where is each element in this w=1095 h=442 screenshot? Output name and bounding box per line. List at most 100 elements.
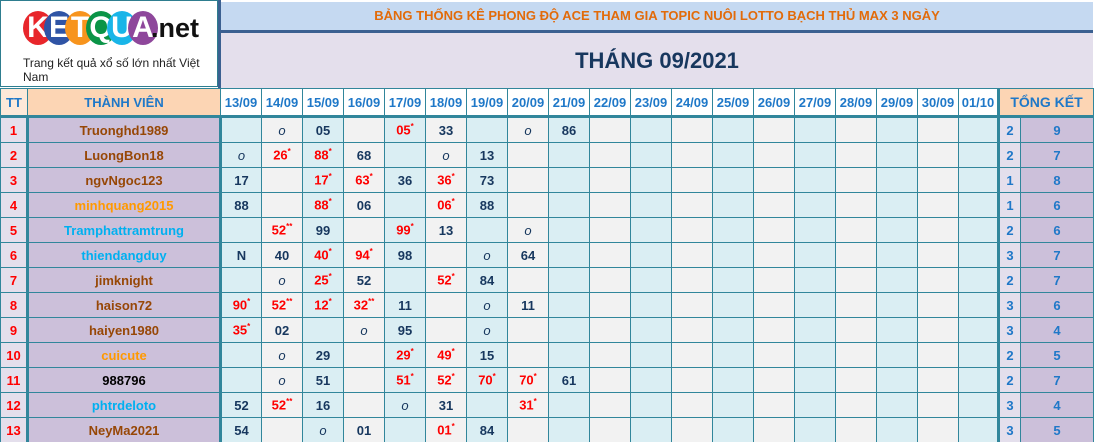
total-score: 8 xyxy=(1020,167,1094,193)
result-cell xyxy=(712,292,754,318)
result-cell: 40 xyxy=(261,242,303,268)
result-cell xyxy=(671,367,713,393)
result-cell: 99* xyxy=(384,217,426,243)
result-cell xyxy=(958,317,999,343)
header-date: 21/09 xyxy=(548,88,590,118)
result-cell xyxy=(712,267,754,293)
member-name[interactable]: jimknight xyxy=(26,267,222,293)
table-row: 9 haiyen1980 35* 02 o 95 o 3 4 xyxy=(0,317,1094,343)
member-name[interactable]: ngvNgoc123 xyxy=(26,167,222,193)
result-cell xyxy=(343,367,385,393)
result-cell: 31 xyxy=(425,392,467,418)
member-name[interactable]: NeyMa2021 xyxy=(26,417,222,442)
result-cell xyxy=(876,317,918,343)
result-cell xyxy=(958,342,999,368)
header-date: 27/09 xyxy=(794,88,836,118)
result-cell xyxy=(589,242,631,268)
header-date: 17/09 xyxy=(384,88,426,118)
result-cell xyxy=(876,392,918,418)
result-cell xyxy=(958,417,999,442)
result-cell xyxy=(753,192,795,218)
member-name[interactable]: haison72 xyxy=(26,292,222,318)
result-cell: 61 xyxy=(548,367,590,393)
header-date: 24/09 xyxy=(671,88,713,118)
member-name[interactable]: Truonghd1989 xyxy=(26,116,222,143)
result-cell xyxy=(630,217,672,243)
member-name[interactable]: Tramphattramtrung xyxy=(26,217,222,243)
result-cell: o xyxy=(220,142,262,168)
result-cell: 26* xyxy=(261,142,303,168)
header-date: 13/09 xyxy=(220,88,262,118)
result-cell: 99 xyxy=(302,217,344,243)
member-name[interactable]: LuongBon18 xyxy=(26,142,222,168)
result-cell: 70* xyxy=(466,367,508,393)
total-hits: 1 xyxy=(997,192,1021,218)
result-cell xyxy=(671,292,713,318)
result-cell xyxy=(876,242,918,268)
row-number: 10 xyxy=(0,342,28,368)
result-cell xyxy=(507,167,549,193)
result-cell: 25* xyxy=(302,267,344,293)
result-cell: 95 xyxy=(384,317,426,343)
total-hits: 2 xyxy=(997,142,1021,168)
header-date: 28/09 xyxy=(835,88,877,118)
result-cell: 88 xyxy=(466,192,508,218)
result-cell xyxy=(507,142,549,168)
result-cell: 06* xyxy=(425,192,467,218)
member-name[interactable]: phtrdeloto xyxy=(26,392,222,418)
result-cell xyxy=(630,192,672,218)
result-cell: 94* xyxy=(343,242,385,268)
row-number: 4 xyxy=(0,192,28,218)
result-cell xyxy=(220,342,262,368)
result-cell xyxy=(507,192,549,218)
result-cell xyxy=(671,417,713,442)
result-cell xyxy=(917,317,959,343)
result-cell xyxy=(835,317,877,343)
result-cell xyxy=(548,292,590,318)
result-cell xyxy=(835,267,877,293)
result-cell xyxy=(507,417,549,442)
result-cell xyxy=(794,292,836,318)
result-cell xyxy=(917,142,959,168)
result-cell: 36 xyxy=(384,167,426,193)
result-cell xyxy=(630,116,672,143)
result-cell: 73 xyxy=(466,167,508,193)
result-cell: 17* xyxy=(302,167,344,193)
result-cell xyxy=(794,192,836,218)
result-cell: o xyxy=(384,392,426,418)
result-cell: 52* xyxy=(425,267,467,293)
logo-suffix: .net xyxy=(151,13,200,43)
result-cell: 05* xyxy=(384,116,426,143)
result-cell: 29* xyxy=(384,342,426,368)
result-cell xyxy=(794,217,836,243)
result-cell: o xyxy=(302,417,344,442)
result-cell xyxy=(958,392,999,418)
result-cell xyxy=(589,367,631,393)
result-cell: 29 xyxy=(302,342,344,368)
result-cell xyxy=(343,217,385,243)
result-cell xyxy=(835,342,877,368)
result-cell xyxy=(671,392,713,418)
member-name[interactable]: cuicute xyxy=(26,342,222,368)
member-name[interactable]: 988796 xyxy=(26,367,222,393)
table-row: 3 ngvNgoc123 17 17* 63* 36 36* 73 1 8 xyxy=(0,167,1094,193)
result-cell: 52** xyxy=(261,217,303,243)
result-cell xyxy=(630,167,672,193)
table-row: 7 jimknight o 25* 52 52* 84 2 7 xyxy=(0,267,1094,293)
result-cell xyxy=(589,292,631,318)
member-name[interactable]: thiendangduy xyxy=(26,242,222,268)
member-name[interactable]: minhquang2015 xyxy=(26,192,222,218)
result-cell xyxy=(630,417,672,442)
result-cell xyxy=(917,192,959,218)
result-cell xyxy=(958,192,999,218)
result-cell xyxy=(876,342,918,368)
result-cell: 98 xyxy=(384,242,426,268)
result-cell xyxy=(589,342,631,368)
total-score: 7 xyxy=(1020,267,1094,293)
result-cell xyxy=(630,267,672,293)
result-cell xyxy=(712,317,754,343)
member-name[interactable]: haiyen1980 xyxy=(26,317,222,343)
result-cell xyxy=(958,142,999,168)
header-date: 18/09 xyxy=(425,88,467,118)
